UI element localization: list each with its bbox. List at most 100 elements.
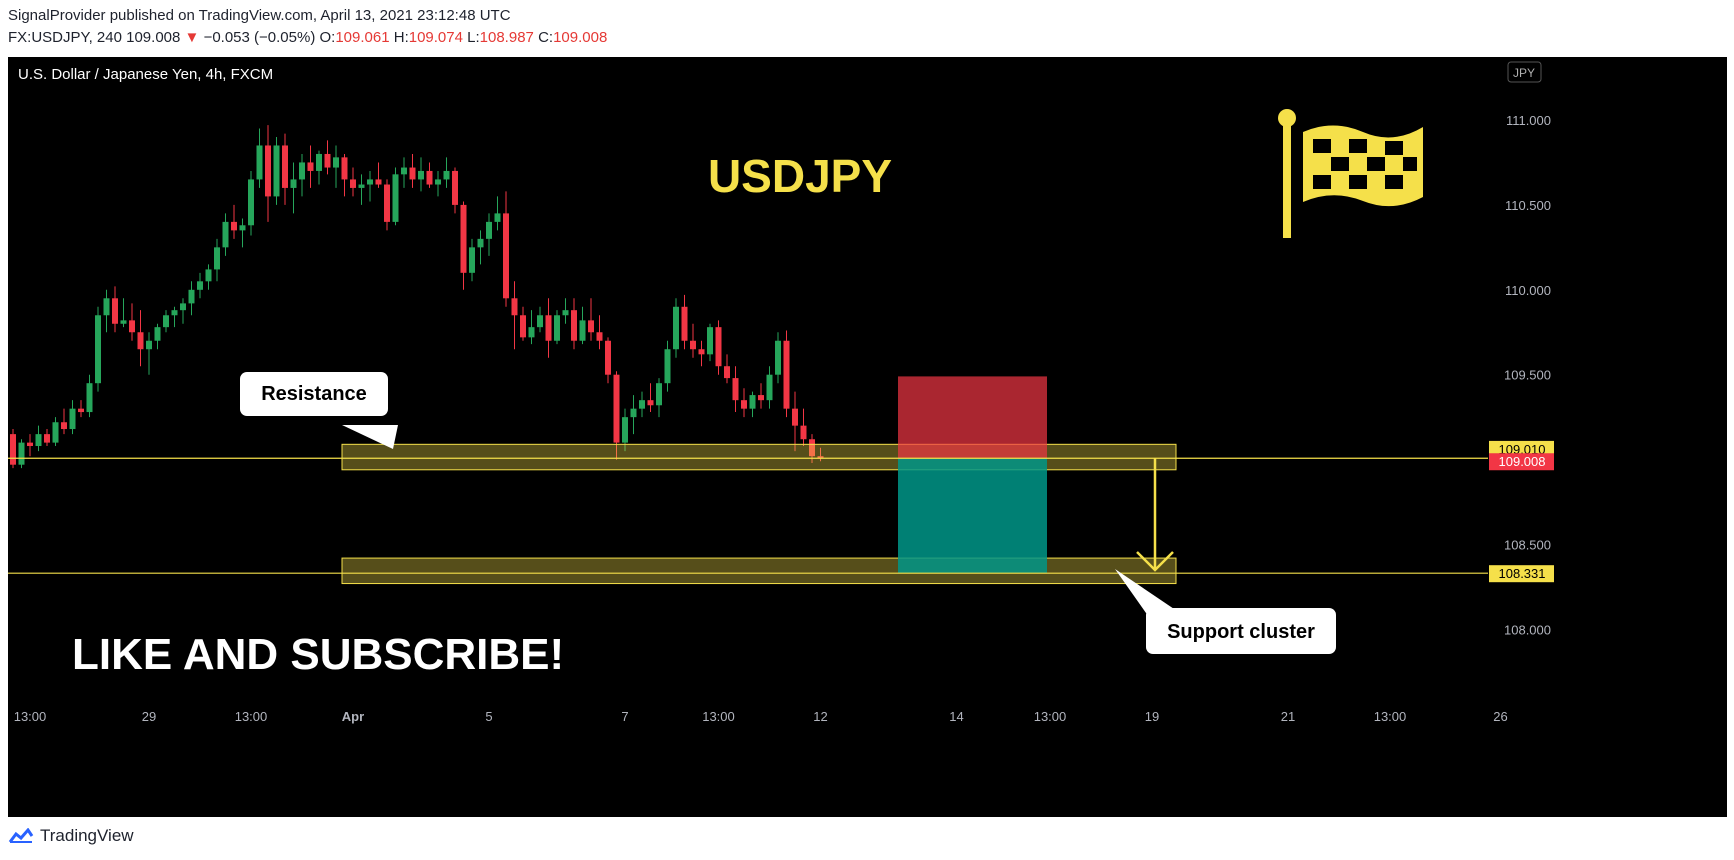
candle [673, 298, 679, 358]
candle [562, 298, 569, 324]
candle [715, 320, 722, 375]
stop-loss-area[interactable] [898, 376, 1047, 459]
candle [112, 286, 118, 333]
candle [605, 337, 611, 384]
candle [579, 306, 586, 345]
support-callout-pointer [1115, 569, 1180, 613]
chart-title: U.S. Dollar / Japanese Yen, 4h, FXCM [18, 66, 273, 83]
candle [61, 408, 67, 435]
time-tick-label: 14 [949, 709, 963, 724]
candle [749, 391, 756, 418]
candle [214, 238, 220, 282]
resistance-callout[interactable] [240, 372, 388, 416]
price-tag-label: 109.008 [1499, 454, 1546, 469]
price-chart[interactable]: Resistance Support cluster USDJPY LIKE A… [8, 57, 1727, 817]
high-label: H: [393, 29, 409, 46]
candle [10, 429, 16, 469]
candle [120, 298, 127, 328]
close-label: C: [538, 29, 554, 46]
low-value: 108.987 [479, 29, 534, 46]
time-axis[interactable]: 13:00 29 13:00 Apr 5 7 13:00 12 14 13:00 19 21 13:00… [14, 709, 1508, 724]
candle [324, 140, 331, 175]
time-tick-label: 21 [1281, 709, 1295, 724]
candle [639, 391, 645, 418]
candle [452, 167, 458, 214]
candle [171, 306, 178, 328]
time-tick-label: 7 [621, 709, 628, 724]
currency-badge[interactable] [1507, 61, 1542, 83]
candle [197, 272, 203, 299]
candle [35, 425, 42, 452]
candle [401, 157, 407, 188]
candle [103, 289, 110, 333]
support-zone[interactable] [341, 557, 1177, 585]
tradingview-brand[interactable]: TradingView [40, 826, 134, 845]
time-tick-label: 12 [813, 709, 827, 724]
candle [95, 306, 101, 392]
candle [681, 294, 688, 350]
headline-text: USDJPY [708, 150, 892, 202]
price-tag-label: 109.010 [1499, 442, 1546, 457]
price-tick-label: 109.500 [1504, 368, 1551, 383]
candle [724, 354, 730, 384]
candles-layer [10, 125, 824, 469]
take-profit-area[interactable] [898, 458, 1047, 574]
candle [435, 170, 441, 197]
candle [273, 136, 280, 205]
candle [248, 170, 254, 236]
candle [698, 340, 705, 367]
chart-panel[interactable]: Resistance Support cluster USDJPY LIKE A… [8, 57, 1727, 817]
support-callout[interactable] [1146, 608, 1336, 654]
candle [477, 230, 484, 265]
candle [741, 388, 747, 418]
price-axis[interactable]: 108.000 108.500 109.500 110.000 110.500 111.0… [1504, 113, 1551, 637]
candle [486, 213, 492, 256]
candle [205, 264, 212, 290]
candle [647, 383, 654, 413]
publish-info: SignalProvider published on TradingView.… [8, 7, 511, 24]
candle [350, 167, 356, 197]
candle [188, 281, 195, 316]
candle [792, 391, 798, 452]
candle [265, 125, 271, 222]
resistance-zone[interactable] [341, 443, 1177, 471]
candle [409, 153, 416, 188]
candle [613, 371, 620, 460]
candle [443, 157, 450, 188]
price-tick-label: 108.500 [1504, 538, 1551, 553]
candle [758, 383, 764, 409]
time-tick-label: 13:00 [1034, 709, 1067, 724]
candle [333, 145, 339, 188]
candle [766, 366, 773, 409]
candle [775, 332, 781, 384]
tradingview-logo-icon [8, 828, 34, 843]
candle [537, 306, 543, 333]
candle [817, 447, 824, 462]
price-tick-label: 111.000 [1506, 113, 1551, 128]
target-arrow[interactable] [1136, 458, 1174, 572]
candle [528, 310, 535, 345]
price-tick-label: 110.000 [1505, 283, 1551, 298]
last-price: 109.008 [126, 29, 181, 46]
candle [52, 417, 59, 447]
price-tick-label: 110.500 [1505, 198, 1551, 213]
candle [27, 434, 33, 457]
candle [137, 310, 144, 367]
candle [341, 153, 348, 197]
price-change: −0.053 (−0.05%) [203, 29, 316, 46]
candle [469, 238, 475, 282]
time-tick-label: 29 [142, 709, 156, 724]
candle [545, 298, 552, 358]
candle [222, 213, 229, 256]
down-arrow-icon: ▼ [184, 29, 200, 46]
candle [384, 179, 390, 231]
open-label: O: [319, 29, 336, 46]
candle [256, 128, 263, 188]
candle [511, 281, 518, 350]
symbol-label[interactable]: FX:USDJPY, 240 [8, 29, 122, 46]
candle [571, 298, 577, 350]
checkered-flag-icon [1278, 109, 1423, 238]
candle [426, 162, 433, 188]
ohlc-bar: FX:USDJPY, 240 109.008 ▼ −0.053 (−0.05%)… [8, 29, 607, 46]
candle [588, 298, 594, 341]
